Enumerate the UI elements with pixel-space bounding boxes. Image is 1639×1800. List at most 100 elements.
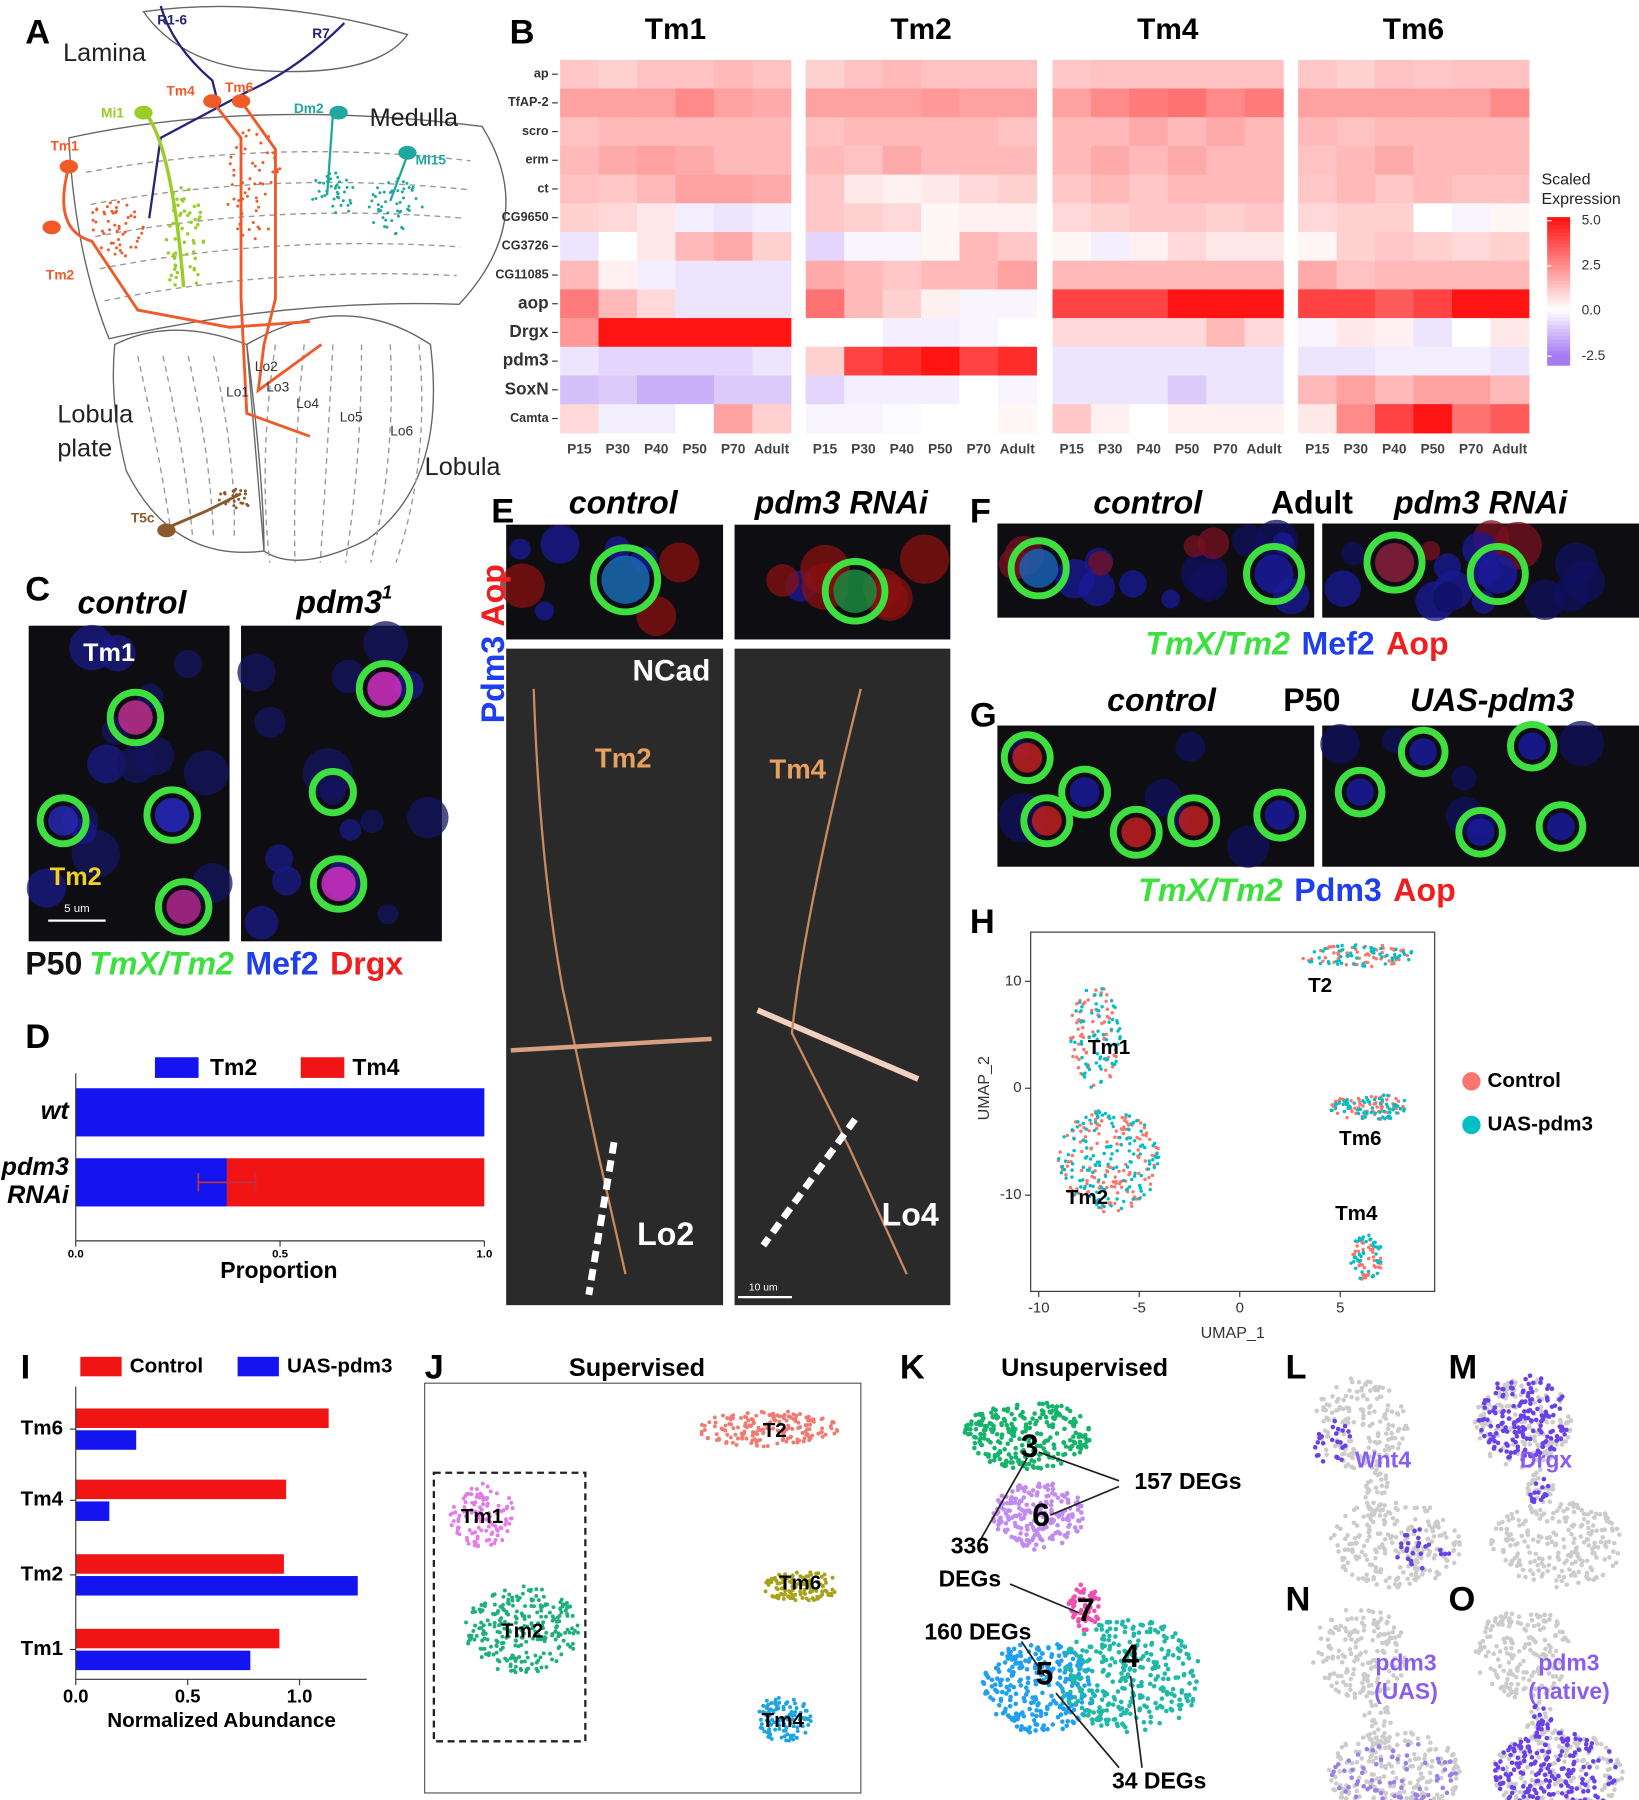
colorbar-step [1547, 284, 1570, 288]
dot [1393, 953, 1396, 956]
dot [1384, 1578, 1389, 1583]
dot [1153, 1677, 1158, 1682]
dot [510, 1516, 514, 1520]
dot [1113, 1185, 1116, 1188]
heatmap-cell [1452, 117, 1491, 146]
heatmap-cell [998, 318, 1037, 347]
heatmap-cell [1375, 146, 1414, 175]
heatmap-cell [960, 261, 999, 290]
arbor [175, 221, 178, 224]
dot [495, 1644, 499, 1648]
arbor [342, 199, 345, 202]
dot [1340, 1745, 1345, 1750]
dot [736, 1437, 740, 1441]
dot [1488, 1424, 1493, 1429]
dot [1148, 1162, 1151, 1165]
dot [470, 1531, 474, 1535]
label: UMAP_1 [1201, 1324, 1265, 1342]
dot [1354, 1267, 1357, 1270]
label: Lobula [57, 400, 134, 428]
dot [1420, 1572, 1425, 1577]
dot [1561, 1537, 1566, 1542]
dot [548, 1652, 552, 1656]
dot [1099, 1723, 1104, 1728]
dot [509, 1656, 513, 1660]
arbor [92, 219, 95, 222]
dot [1554, 1578, 1559, 1583]
dot [1428, 1505, 1433, 1510]
dot [1324, 1416, 1329, 1421]
dot [1362, 1628, 1367, 1633]
dot [493, 1624, 497, 1628]
dot [1148, 1159, 1151, 1162]
label: -5 [1133, 1300, 1146, 1317]
dot [1550, 1540, 1555, 1545]
dot [503, 1589, 507, 1593]
label-group: TmX/Tm2Pdm3Aop [1138, 873, 1456, 909]
dot [1074, 1701, 1079, 1706]
dot [1523, 1575, 1528, 1580]
dot [1127, 1703, 1132, 1708]
dot [1545, 1519, 1550, 1524]
dot [1576, 1580, 1581, 1585]
arbor [180, 227, 183, 230]
heatmap-cell [1206, 404, 1245, 433]
dot [786, 1410, 790, 1414]
label: Tm1 [461, 1505, 503, 1528]
dot [1145, 1630, 1150, 1635]
heatmap-cell [1452, 347, 1491, 376]
heatmap-cell [1129, 203, 1168, 232]
colorbar-step [1547, 321, 1570, 325]
heatmap-cell [560, 203, 599, 232]
label: P70 [1459, 442, 1484, 457]
dot [1079, 1130, 1082, 1133]
dot [1077, 1066, 1080, 1069]
dot [1427, 1552, 1432, 1557]
dot [1011, 1465, 1016, 1470]
heatmap-cell [921, 146, 960, 175]
dot [1362, 946, 1365, 949]
heatmap-cell [675, 404, 714, 433]
dot [1549, 1441, 1554, 1446]
dot [1010, 1657, 1015, 1662]
dot [1539, 1535, 1544, 1540]
dot [1118, 1182, 1121, 1185]
label: Adult [1000, 442, 1036, 457]
dot [520, 1611, 524, 1615]
arbor [239, 489, 242, 492]
heatmap-cell [1490, 404, 1529, 433]
label: Lo2 [255, 359, 278, 374]
dot [1350, 1110, 1353, 1113]
label: erm [525, 153, 548, 167]
dot [1602, 1527, 1607, 1532]
dot [1358, 1276, 1361, 1279]
dot [1531, 1411, 1536, 1416]
arbor [325, 190, 328, 193]
arbor [258, 169, 261, 172]
heatmap-cell [1490, 175, 1529, 204]
heatmap-cell [1052, 261, 1091, 290]
dot [1526, 1382, 1531, 1387]
heatmap-cell [599, 318, 638, 347]
dot [486, 1485, 490, 1489]
dot [1384, 1484, 1389, 1489]
dot [1566, 1414, 1571, 1419]
dot [1396, 1551, 1401, 1556]
heatmap-cell [1490, 261, 1529, 290]
label: A [25, 14, 50, 52]
arbor [399, 201, 402, 204]
dot [530, 1599, 534, 1603]
label: Tm2 [21, 1562, 63, 1585]
dot [1353, 1102, 1356, 1105]
dot [1010, 1489, 1015, 1494]
dot [1378, 952, 1381, 955]
heatmap-cell [714, 318, 753, 347]
dot [740, 1435, 744, 1439]
dot [1061, 1165, 1064, 1168]
dot [1373, 1547, 1378, 1552]
dot [1375, 1441, 1380, 1446]
dot [829, 1424, 833, 1428]
dot [571, 1642, 575, 1646]
dot [1367, 1100, 1370, 1103]
label-part: TmX/Tm2 [89, 946, 234, 982]
